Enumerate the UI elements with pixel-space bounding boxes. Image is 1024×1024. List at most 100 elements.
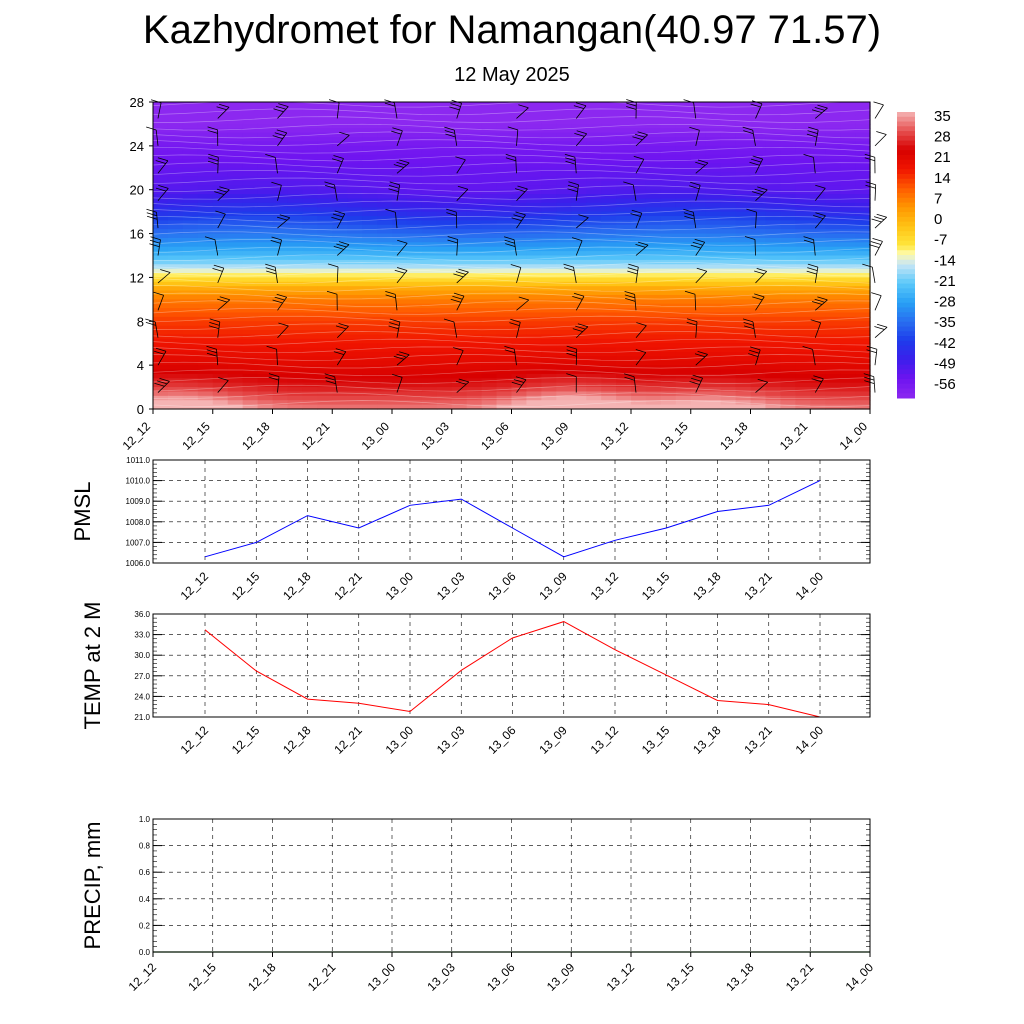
field-cell xyxy=(840,172,856,178)
x-tick-label: 13_21 xyxy=(777,419,811,453)
field-cell xyxy=(556,373,572,379)
field-cell xyxy=(287,373,303,379)
field-cell xyxy=(197,189,214,195)
field-cell xyxy=(750,128,767,134)
field-cell xyxy=(466,334,483,340)
field-cell xyxy=(496,167,513,173)
field-cell xyxy=(332,334,348,340)
field-cell xyxy=(153,185,169,191)
field-cell xyxy=(362,281,378,287)
field-cell xyxy=(257,251,274,257)
field-cell xyxy=(212,224,229,230)
wind-barb-flag xyxy=(634,133,646,138)
field-cell xyxy=(242,369,259,375)
field-cell xyxy=(795,391,811,397)
field-cell xyxy=(466,233,483,239)
x-tick-label: 12_15 xyxy=(185,960,219,994)
field-cell xyxy=(840,251,856,257)
field-cell xyxy=(392,150,408,156)
field-cell xyxy=(496,404,513,410)
field-cell xyxy=(302,123,318,129)
field-cell xyxy=(616,303,632,309)
field-cell xyxy=(182,172,199,178)
field-cell xyxy=(526,321,542,327)
field-cell xyxy=(302,356,318,362)
field-cell xyxy=(616,211,632,217)
field-cell xyxy=(466,220,483,226)
field-cell xyxy=(810,365,826,371)
wind-barb xyxy=(274,267,278,283)
field-cell xyxy=(362,391,378,397)
field-cell xyxy=(287,167,303,173)
field-cell xyxy=(287,180,303,186)
wind-barb-flag xyxy=(815,184,826,189)
field-cell xyxy=(855,110,871,116)
field-cell xyxy=(511,325,528,331)
field-cell xyxy=(810,220,826,226)
field-cell xyxy=(421,334,438,340)
field-cell xyxy=(855,259,871,265)
wind-barb-flag xyxy=(504,239,515,244)
field-cell xyxy=(362,102,378,107)
field-cell xyxy=(855,382,871,388)
field-cell xyxy=(302,207,318,213)
field-cell xyxy=(466,286,483,292)
field-cell xyxy=(825,128,841,134)
field-cell xyxy=(481,316,498,322)
wind-barb-flag xyxy=(208,157,219,162)
field-cell xyxy=(466,167,483,173)
field-cell xyxy=(332,189,348,195)
wind-barb xyxy=(752,321,756,338)
field-cell xyxy=(571,137,587,143)
field-cell xyxy=(541,347,557,353)
field-cell xyxy=(705,321,722,327)
field-cell xyxy=(436,387,453,393)
field-cell xyxy=(421,132,438,138)
y-tick-label: 0.0 xyxy=(139,948,151,957)
field-cell xyxy=(825,268,841,274)
field-cell xyxy=(705,110,722,116)
field-cell xyxy=(645,286,662,292)
field-cell xyxy=(406,321,423,327)
field-cell xyxy=(765,360,781,366)
field-cell xyxy=(451,312,468,318)
field-cell xyxy=(616,347,632,353)
field-cell xyxy=(631,242,647,248)
field-cell xyxy=(735,294,752,300)
field-cell xyxy=(780,321,796,327)
field-cell xyxy=(406,180,423,186)
field-cell xyxy=(257,382,274,388)
field-cell xyxy=(182,382,199,388)
field-cell xyxy=(645,255,662,261)
wind-barb-flag xyxy=(757,186,768,191)
field-cell xyxy=(631,115,647,121)
field-cell xyxy=(780,154,796,160)
wind-barb xyxy=(634,294,637,311)
field-cell xyxy=(272,150,289,156)
field-cell xyxy=(496,141,513,147)
field-cell xyxy=(750,294,767,300)
wind-barb xyxy=(755,103,763,119)
field-cell xyxy=(780,176,796,182)
field-cell xyxy=(197,404,214,410)
field-cell xyxy=(645,273,662,279)
field-cell xyxy=(571,391,587,397)
field-cell xyxy=(690,154,707,160)
field-cell xyxy=(690,281,707,287)
field-cell xyxy=(601,259,617,265)
field-cell xyxy=(317,391,333,397)
wind-barb xyxy=(575,105,587,119)
field-cell xyxy=(616,294,632,300)
field-cell xyxy=(690,159,707,164)
field-cell xyxy=(227,189,244,195)
field-cell xyxy=(795,251,811,257)
field-cell xyxy=(272,246,289,252)
field-cell xyxy=(541,382,557,388)
field-cell xyxy=(705,387,722,393)
colorbar-swatch xyxy=(897,159,915,165)
wind-barb-flag xyxy=(268,376,279,381)
colorbar-label: -7 xyxy=(934,232,947,249)
field-cell xyxy=(601,159,617,164)
field-cell xyxy=(257,115,274,121)
field-cell xyxy=(601,233,617,239)
